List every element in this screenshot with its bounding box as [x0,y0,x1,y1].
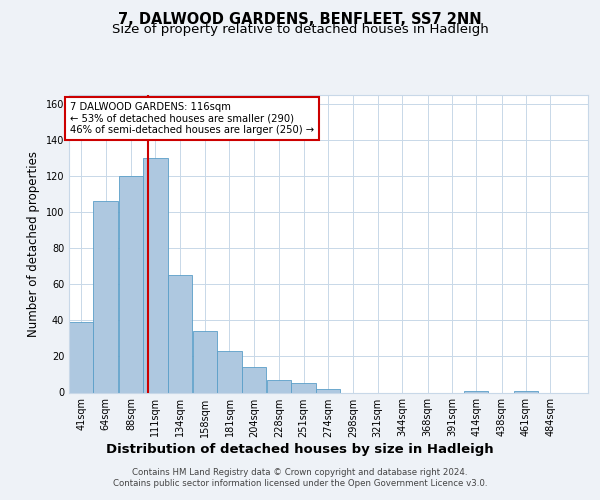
Bar [217,351,242,393]
Y-axis label: Number of detached properties: Number of detached properties [27,151,40,337]
Bar [94,202,118,392]
Bar [143,158,167,392]
Text: Contains HM Land Registry data © Crown copyright and database right 2024.
Contai: Contains HM Land Registry data © Crown c… [113,468,487,487]
Bar [464,390,488,392]
Bar [316,389,340,392]
Text: Distribution of detached houses by size in Hadleigh: Distribution of detached houses by size … [106,442,494,456]
Bar [292,384,316,392]
Bar [267,380,292,392]
Bar [193,331,217,392]
Bar [119,176,143,392]
Text: 7, DALWOOD GARDENS, BENFLEET, SS7 2NN: 7, DALWOOD GARDENS, BENFLEET, SS7 2NN [118,12,482,28]
Bar [69,322,94,392]
Bar [167,276,192,392]
Text: Size of property relative to detached houses in Hadleigh: Size of property relative to detached ho… [112,24,488,36]
Text: 7 DALWOOD GARDENS: 116sqm
← 53% of detached houses are smaller (290)
46% of semi: 7 DALWOOD GARDENS: 116sqm ← 53% of detac… [70,102,314,136]
Bar [242,368,266,392]
Bar [514,390,538,392]
